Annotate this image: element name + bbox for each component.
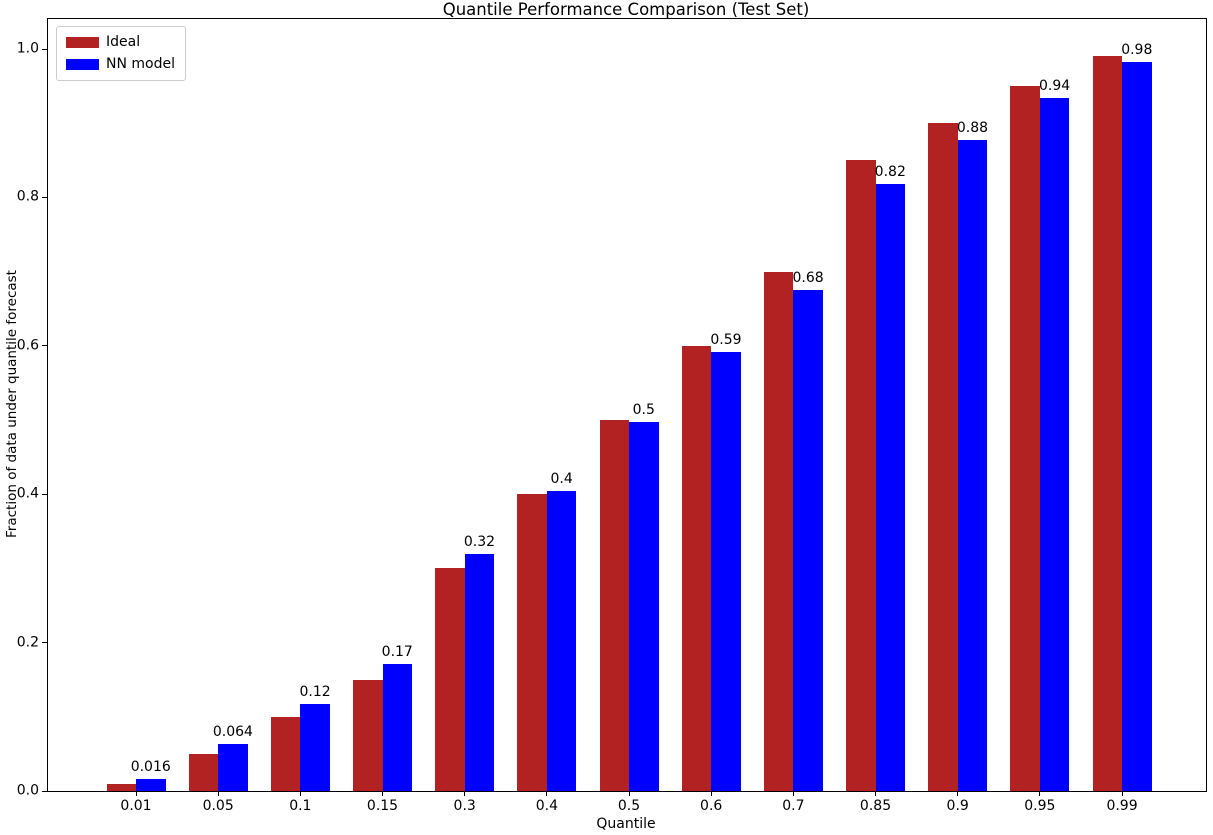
x-tick-label: 0.1 [289,798,312,814]
bar-value-label: 0.4 [550,471,573,488]
bar-ideal [1092,56,1123,791]
bar-nn-model [629,422,659,791]
bar-value-label: 0.32 [463,533,496,550]
y-tick-mark [42,345,47,347]
bar-value-label: 0.98 [1121,41,1153,58]
x-tick-mark [382,791,383,796]
y-tick-label: 0.8 [16,188,39,205]
bar-nn-model [711,351,741,791]
legend-entry-nn-model: NN model [66,57,175,72]
bar-value-label: 0.5 [632,402,655,419]
bar-nn-model [136,779,166,791]
y-tick-label: 1.0 [16,40,39,57]
legend-entry-ideal: Ideal [66,35,175,50]
y-tick-mark [42,493,47,495]
x-tick-mark [1039,791,1041,796]
bar-value-label: 0.59 [710,331,742,348]
x-tick-label: 0.7 [782,798,805,814]
x-tick-label: 0.95 [1024,798,1056,814]
bar-nn-model [1039,97,1070,791]
x-tick-mark [299,791,301,796]
bar-ideal [846,160,876,791]
bar-nn-model [218,743,248,791]
bar-nn-model [464,553,495,791]
bar-ideal [928,123,958,791]
bar-ideal [435,568,465,791]
x-tick-label: 0.5 [617,798,641,814]
bar-value-label: 0.88 [956,119,989,136]
x-tick-label: 0.05 [202,798,234,814]
x-tick-label: 0.9 [946,798,969,814]
legend-swatch-nn-model [66,59,99,70]
legend: Ideal NN model [56,26,186,81]
bar-nn-model [382,664,412,791]
y-tick-mark [42,642,47,644]
bar-ideal [188,753,219,791]
y-tick-mark [42,790,47,792]
x-tick-mark [217,791,219,796]
bar-nn-model [957,139,988,791]
bar-value-label: 0.016 [130,759,171,776]
x-tick-label: 0.85 [859,798,892,814]
x-tick-label: 0.15 [366,798,399,814]
plot-area: Ideal NN model 0.0 0.2 0.4 0.6 0.8 1.0 0.01 0.0… [17,18,1207,814]
bar-nn-model [546,491,577,791]
legend-swatch-ideal [66,37,99,48]
bar-nn-model [300,704,330,791]
bar-value-label: 0.82 [874,164,906,181]
y-tick-label: 0.6 [16,337,39,354]
x-axis-label: Quantile [596,816,656,832]
chart-title: Quantile Performance Comparison (Test Se… [442,0,810,19]
x-tick-label: 0.01 [120,798,152,814]
bar-ideal [681,345,712,791]
x-tick-mark [546,791,548,796]
bar-value-label: 0.12 [299,684,331,701]
bar-value-label: 0.17 [381,644,413,661]
legend-label-nn-model: NN model [106,56,175,72]
bar-ideal [1010,86,1040,791]
x-tick-mark [1121,791,1123,796]
y-tick-label: 0.4 [16,485,39,502]
bar-ideal [270,716,301,791]
bar-nn-model [875,184,906,791]
x-tick-mark [875,791,877,796]
bar-ideal [599,420,630,791]
bar-ideal [353,679,383,791]
y-tick-mark [42,48,47,50]
x-tick-label: 0.3 [453,798,476,814]
y-tick-mark [42,196,47,198]
x-tick-mark [957,791,959,796]
bar-value-label: 0.68 [792,270,824,287]
y-tick-label: 0.0 [16,782,39,799]
legend-label-ideal: Ideal [106,34,141,50]
bar-ideal [517,494,547,791]
y-tick-label: 0.2 [16,634,39,651]
bar-ideal [763,271,794,791]
x-tick-mark [628,791,630,796]
bar-nn-model [793,290,823,791]
bar-value-label: 0.94 [1039,77,1071,94]
x-tick-mark [135,791,137,796]
bar-ideal [106,783,136,791]
x-tick-mark [792,791,794,796]
x-tick-label: 0.99 [1106,798,1138,814]
x-tick-mark [710,791,712,796]
bar-nn-model [1122,61,1152,791]
x-tick-mark [464,791,466,796]
x-tick-label: 0.6 [700,798,723,814]
x-tick-label: 0.4 [535,798,558,814]
bar-value-label: 0.064 [212,723,253,740]
